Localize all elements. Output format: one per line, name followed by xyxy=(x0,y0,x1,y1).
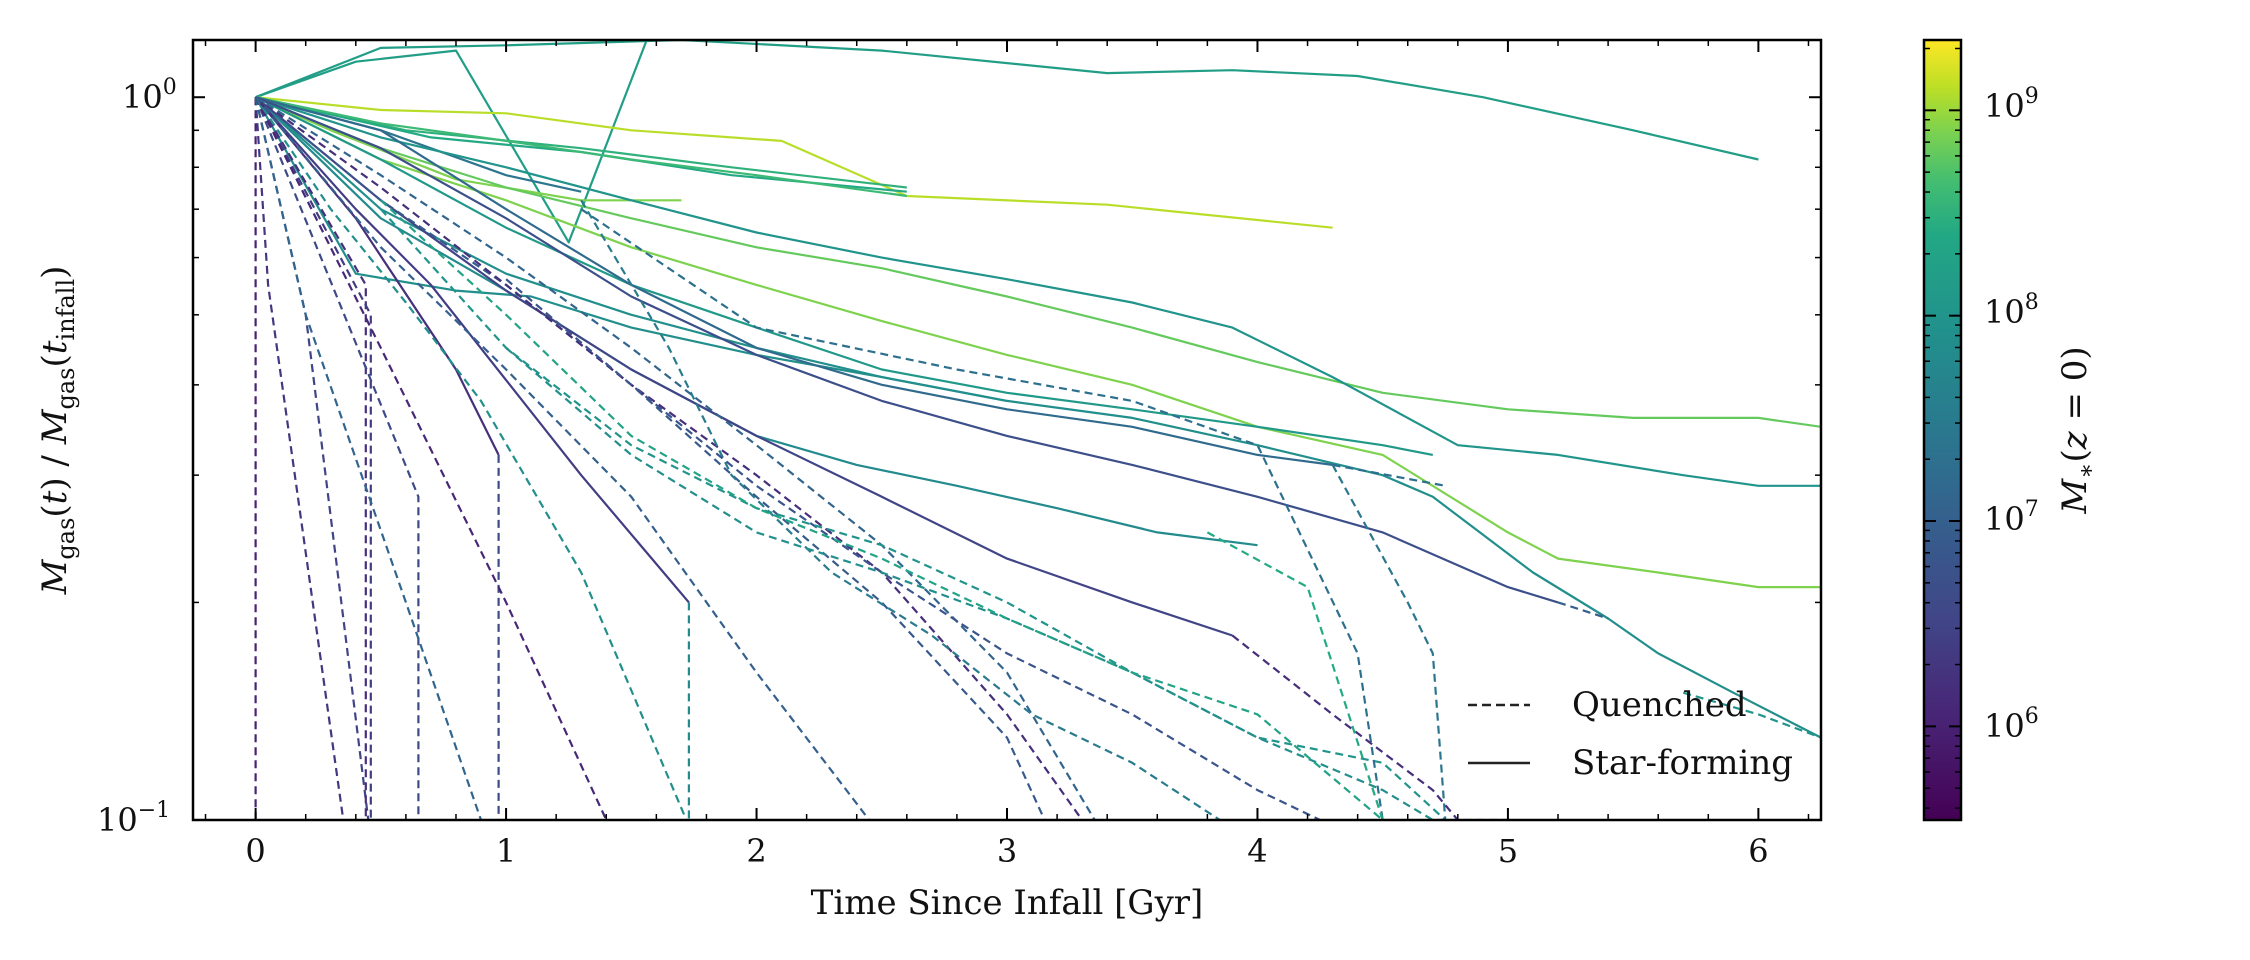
colorbar-tick-label-9: 109 xyxy=(1984,84,2039,125)
series-line-30 xyxy=(254,96,608,820)
colorbar-frame xyxy=(1922,38,1963,822)
series-line-37 xyxy=(580,199,1221,820)
x-tick-label-3: 3 xyxy=(997,832,1017,870)
colorbar-gradient xyxy=(1924,40,1961,820)
x-tick-label-6: 6 xyxy=(1748,832,1768,870)
x-axis-label: Time Since Infall [Gyr] xyxy=(811,883,1204,923)
x-tick-label-2: 2 xyxy=(746,832,766,870)
series-line-27 xyxy=(254,96,420,820)
series-line-20 xyxy=(1332,463,1446,487)
colorbar-label: M∗(z = 0) xyxy=(2055,346,2100,514)
series-line-1 xyxy=(255,40,648,244)
series-line-29 xyxy=(254,96,483,820)
series-line-13 xyxy=(254,96,1258,547)
legend-quenched-label: Quenched xyxy=(1572,685,1747,725)
series-line-23 xyxy=(254,97,345,820)
series-line-0 xyxy=(255,40,1759,161)
series-line-42 xyxy=(580,208,1384,820)
colorbar-tick-label-6: 106 xyxy=(1984,704,2039,745)
x-tick-label-5: 5 xyxy=(1498,832,1518,870)
colorbar-tick-label-7: 107 xyxy=(1984,497,2039,538)
series-line-43 xyxy=(1331,464,1447,820)
series-line-8 xyxy=(255,96,1821,428)
x-tick-label-0: 0 xyxy=(245,832,265,870)
series-line-12 xyxy=(255,96,1434,456)
series-line-25 xyxy=(254,96,367,820)
colorbar-tick-label-8: 108 xyxy=(1984,290,2039,331)
series-line-35 xyxy=(254,96,1083,820)
series-line-16 xyxy=(255,96,1559,604)
series-line-9 xyxy=(255,96,1821,589)
x-tick-label-4: 4 xyxy=(1247,832,1267,870)
x-ticks: 0 1 2 3 4 5 6 xyxy=(204,40,1810,870)
series-line-33 xyxy=(254,96,871,820)
series-line-6 xyxy=(255,96,907,198)
series-line-44 xyxy=(1231,634,1459,820)
series-line-45 xyxy=(1206,531,1384,820)
x-tick-label-1: 1 xyxy=(496,832,516,870)
y-tick-label-1: 100 xyxy=(122,75,177,116)
colorbar-ticks xyxy=(1924,47,1961,809)
y-axis-label: Mgas(t) / Mgas(tinfall) xyxy=(35,266,80,596)
series-line-40 xyxy=(505,347,1508,820)
colorbar: 106 107 108 109 M∗(z = 0) xyxy=(1922,38,2100,822)
series-line-26 xyxy=(254,96,372,820)
series-line-31 xyxy=(254,96,688,820)
series-layer xyxy=(254,40,1821,820)
y-tick-label-0: 10−1 xyxy=(97,798,170,839)
legend: Quenched Star-forming xyxy=(1468,685,1793,783)
series-line-3 xyxy=(255,96,907,189)
series-line-11 xyxy=(254,96,1821,739)
series-line-36 xyxy=(255,96,1096,820)
y-ticks xyxy=(193,96,1821,821)
series-line-5 xyxy=(255,96,682,202)
series-line-46 xyxy=(1682,691,1821,739)
legend-starforming-label: Star-forming xyxy=(1572,743,1793,783)
series-line-41 xyxy=(380,199,1384,820)
series-line-15 xyxy=(255,96,1333,466)
series-line-21 xyxy=(1557,601,1609,620)
series-line-17 xyxy=(254,96,1233,637)
series-line-18 xyxy=(254,96,690,604)
series-line-10 xyxy=(255,96,1821,487)
series-line-39 xyxy=(379,208,1447,820)
series-line-38 xyxy=(505,278,1321,820)
series-line-34 xyxy=(254,96,1046,820)
series-line-2 xyxy=(255,96,1333,229)
